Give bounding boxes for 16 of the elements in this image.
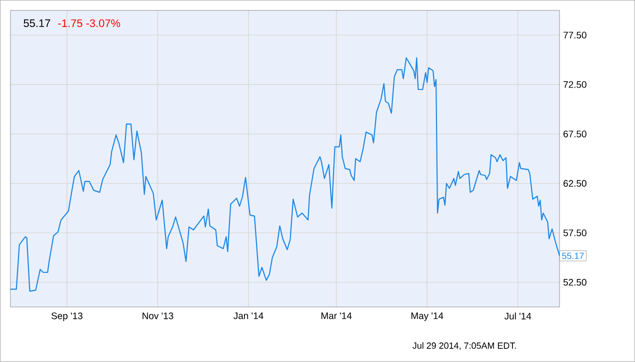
y-tick-label: 67.50 xyxy=(564,130,586,138)
annotation: 55.17 xyxy=(562,252,584,260)
x-tick-label: Nov '13 xyxy=(142,312,174,320)
x-tick-label: May '14 xyxy=(411,312,444,322)
y-tick-label: 62.50 xyxy=(564,180,586,187)
y-tick-label: 77.50 xyxy=(564,32,586,39)
x-tick-label: Jul '14 xyxy=(504,312,532,320)
y-tick-label: 52.50 xyxy=(563,279,586,286)
text: Jul 29 2014, 7:05AM EDT. xyxy=(412,342,516,350)
y-tick-label: 57.50 xyxy=(563,230,586,236)
x-tick-label: Jan '14 xyxy=(234,312,264,320)
text: 55.17 xyxy=(24,20,50,28)
x-tick-label: Mar '14 xyxy=(321,312,352,320)
text: -1.75 -3.07% xyxy=(58,19,120,28)
y-tick-label: 72.50 xyxy=(564,81,586,88)
x-tick-label: Sep '13 xyxy=(51,312,82,322)
